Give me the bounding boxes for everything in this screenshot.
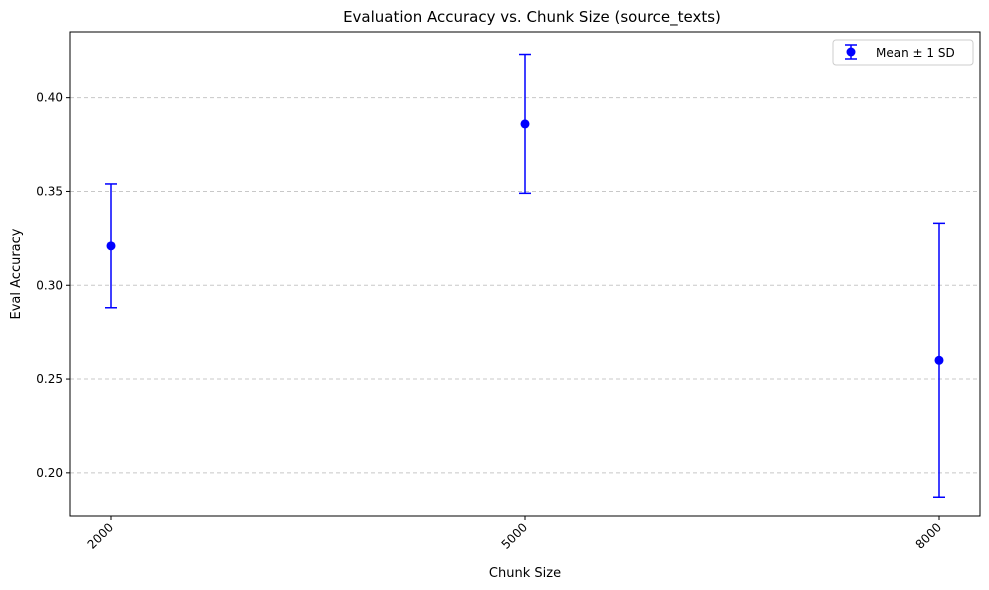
y-tick-label: 0.25 <box>36 372 63 386</box>
x-axis: 2000 5000 8000 <box>85 516 944 552</box>
x-tick-label: 2000 <box>85 520 116 551</box>
data-point <box>520 119 530 129</box>
x-axis-label: Chunk Size <box>489 566 561 581</box>
y-axis: 0.20 0.25 0.30 0.35 0.40 <box>36 91 70 480</box>
y-tick-label: 0.30 <box>36 278 63 292</box>
legend: Mean ± 1 SD <box>832 39 974 66</box>
legend-marker-icon <box>846 47 856 57</box>
errorbar-point <box>519 53 531 195</box>
y-tick-label: 0.20 <box>36 466 63 480</box>
y-tick-label: 0.35 <box>36 184 63 198</box>
x-tick-label: 8000 <box>913 520 944 551</box>
chart-title: Evaluation Accuracy vs. Chunk Size (sour… <box>343 8 721 27</box>
errorbar-point <box>933 222 945 498</box>
x-tick-label: 5000 <box>499 520 530 551</box>
y-tick-label: 0.40 <box>36 91 63 105</box>
legend-box <box>832 39 974 66</box>
y-axis-label: Eval Accuracy <box>9 228 24 319</box>
data-point <box>934 355 944 365</box>
legend-label: Mean ± 1 SD <box>876 46 955 60</box>
chart-marks <box>105 53 945 498</box>
errorbar-point <box>105 183 117 309</box>
data-point <box>106 241 116 251</box>
